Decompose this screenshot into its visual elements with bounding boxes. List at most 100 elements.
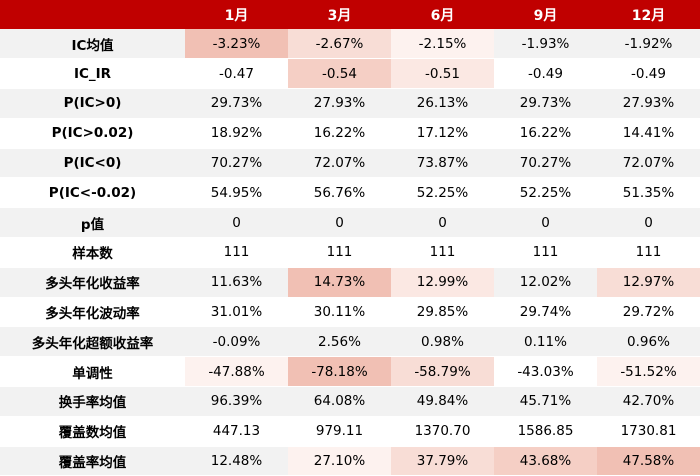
table-cell: -0.47 (185, 58, 288, 90)
table-cell: -1.93% (494, 29, 597, 60)
table-cell: 0 (391, 207, 494, 239)
table-cell: 27.93% (288, 88, 391, 119)
header-col-1: 1月 (224, 7, 249, 24)
row-label: 多头年化波动率 (0, 297, 185, 328)
table-cell: 1370.70 (391, 416, 494, 447)
table-cell: 64.08% (288, 386, 391, 417)
table-cell: 49.84% (391, 386, 494, 417)
row-label: IC_IR (0, 58, 185, 90)
table-cell: 111 (288, 237, 391, 268)
table-cell: 26.13% (391, 88, 494, 119)
table-cell: -2.15% (391, 29, 494, 60)
table-cell: 0.96% (597, 326, 700, 358)
table-cell: 16.22% (288, 118, 391, 149)
table-cell: 27.93% (597, 88, 700, 119)
row-label: P(IC>0.02) (0, 118, 185, 149)
table-cell: 72.07% (288, 148, 391, 179)
table-cell: 0 (185, 207, 288, 239)
table-cell: -47.88% (185, 356, 288, 388)
table-cell: -43.03% (494, 356, 597, 388)
header-col-3: 3月 (327, 7, 352, 24)
table-row: 多头年化超额收益率 -0.09% 2.56% 0.98% 0.11% 0.96% (0, 326, 700, 358)
row-label: 覆盖率均值 (0, 446, 185, 476)
table-row: p值 0 0 0 0 0 (0, 207, 700, 239)
table-cell: 0.11% (494, 326, 597, 358)
table-cell: 73.87% (391, 148, 494, 179)
table-cell: 51.35% (597, 177, 700, 209)
row-label: P(IC>0) (0, 88, 185, 119)
table-cell: 12.97% (597, 267, 700, 298)
table-cell: 27.10% (288, 446, 391, 476)
table-cell: 111 (494, 237, 597, 268)
table-row: P(IC<0) 70.27% 72.07% 73.87% 70.27% 72.0… (0, 148, 700, 179)
header-row: 1月 3月 6月 9月 12月 (0, 0, 700, 29)
table-cell: 12.99% (391, 267, 494, 298)
table-cell: 52.25% (494, 177, 597, 209)
table-cell: 29.74% (494, 297, 597, 328)
table-cell: -0.49 (597, 58, 700, 90)
table-cell: 18.92% (185, 118, 288, 149)
table-cell: 31.01% (185, 297, 288, 328)
row-label: 多头年化收益率 (0, 267, 185, 298)
table-cell: -0.49 (494, 58, 597, 90)
table-cell: -2.67% (288, 29, 391, 60)
table-cell: -58.79% (391, 356, 494, 388)
table-cell: 0.98% (391, 326, 494, 358)
table-cell: 54.95% (185, 177, 288, 209)
table-cell: 37.79% (391, 446, 494, 476)
row-label: P(IC<-0.02) (0, 177, 185, 209)
table-cell: -0.51 (391, 58, 494, 90)
row-label: p值 (0, 207, 185, 239)
row-label: 样本数 (0, 237, 185, 268)
table-row: 多头年化波动率 31.01% 30.11% 29.85% 29.74% 29.7… (0, 297, 700, 328)
table-cell: 29.73% (185, 88, 288, 119)
table-cell: 16.22% (494, 118, 597, 149)
table-cell: 30.11% (288, 297, 391, 328)
table-row: 单调性 -47.88% -78.18% -58.79% -43.03% -51.… (0, 356, 700, 388)
table-row: P(IC>0.02) 18.92% 16.22% 17.12% 16.22% 1… (0, 118, 700, 149)
table-cell: 979.11 (288, 416, 391, 447)
table-cell: 447.13 (185, 416, 288, 447)
header-col-9: 9月 (533, 7, 558, 24)
table-cell: 0 (494, 207, 597, 239)
table-row: 覆盖数均值 447.13 979.11 1370.70 1586.85 1730… (0, 416, 700, 447)
table-cell: 11.63% (185, 267, 288, 298)
table-cell: 72.07% (597, 148, 700, 179)
header-col-6: 6月 (430, 7, 455, 24)
table-cell: 17.12% (391, 118, 494, 149)
table-row: IC_IR -0.47 -0.54 -0.51 -0.49 -0.49 (0, 58, 700, 90)
row-label: 多头年化超额收益率 (0, 326, 185, 358)
table-row: 换手率均值 96.39% 64.08% 49.84% 45.71% 42.70% (0, 386, 700, 417)
table-cell: 111 (185, 237, 288, 268)
table-cell: -1.92% (597, 29, 700, 60)
table-cell: -78.18% (288, 356, 391, 388)
table-cell: 29.73% (494, 88, 597, 119)
table-cell: 1586.85 (494, 416, 597, 447)
table-cell: 29.85% (391, 297, 494, 328)
table-cell: 42.70% (597, 386, 700, 417)
table-cell: 14.41% (597, 118, 700, 149)
row-label: 单调性 (0, 356, 185, 388)
table-row: 样本数 111 111 111 111 111 (0, 237, 700, 268)
table-cell: 0 (288, 207, 391, 239)
header-corner (0, 0, 185, 29)
table-row: 多头年化收益率 11.63% 14.73% 12.99% 12.02% 12.9… (0, 267, 700, 298)
row-label: IC均值 (0, 29, 185, 60)
table-row: 覆盖率均值 12.48% 27.10% 37.79% 43.68% 47.58% (0, 446, 700, 476)
table-row: P(IC<-0.02) 54.95% 56.76% 52.25% 52.25% … (0, 177, 700, 209)
table-cell: 111 (597, 237, 700, 268)
table-cell: 70.27% (185, 148, 288, 179)
table-cell: 43.68% (494, 446, 597, 476)
table-cell: -0.54 (288, 58, 391, 90)
table-cell: 96.39% (185, 386, 288, 417)
table-cell: 0 (597, 207, 700, 239)
header-col-12: 12月 (631, 7, 666, 24)
table-cell: -51.52% (597, 356, 700, 388)
table-cell: 47.58% (597, 446, 700, 476)
row-label: 换手率均值 (0, 386, 185, 417)
row-label: P(IC<0) (0, 148, 185, 179)
table-cell: -0.09% (185, 326, 288, 358)
table-row: P(IC>0) 29.73% 27.93% 26.13% 29.73% 27.9… (0, 88, 700, 119)
table-cell: 12.02% (494, 267, 597, 298)
